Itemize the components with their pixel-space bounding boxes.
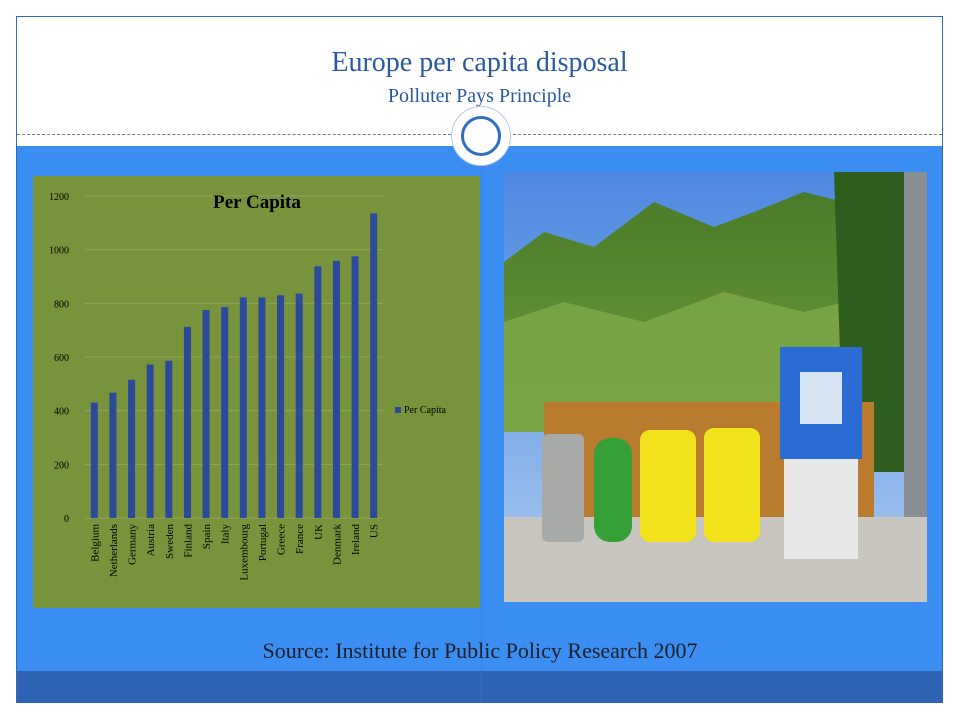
yellow-container xyxy=(640,430,696,542)
footer-bar xyxy=(17,671,942,703)
x-tick-label: Portugal xyxy=(257,524,269,561)
yellow-container xyxy=(704,428,760,542)
x-tick-label: Finland xyxy=(182,524,194,558)
bar xyxy=(221,307,229,518)
x-tick-label: Italy xyxy=(220,524,232,545)
y-tick-label: 600 xyxy=(54,353,69,364)
bar xyxy=(128,379,136,518)
x-tick-label: Austria xyxy=(145,524,157,557)
source-caption: Source: Institute for Public Policy Rese… xyxy=(262,638,698,663)
green-container xyxy=(594,438,632,542)
x-tick-label: Greece xyxy=(276,524,288,555)
photo-illustration xyxy=(504,172,927,602)
gray-container xyxy=(542,434,584,542)
circle-ornament xyxy=(452,107,510,165)
y-axis-ticks: 0 200 400 600 800 1000 1200 xyxy=(49,192,69,525)
x-tick-label: Netherlands xyxy=(108,524,120,577)
bar xyxy=(351,256,359,518)
bar xyxy=(109,392,117,518)
slide-subtitle: Polluter Pays Principle xyxy=(387,85,572,107)
x-tick-label: Luxembourg xyxy=(238,524,250,581)
bar xyxy=(239,297,247,518)
bar xyxy=(165,360,173,518)
machine-base xyxy=(784,459,858,559)
x-tick-label: Belgium xyxy=(89,524,101,562)
bar-chart: 0 200 400 600 800 1000 1200 Belgium Netherlands… xyxy=(33,176,480,608)
chart-title: Per Capita xyxy=(213,192,301,213)
machine-window xyxy=(800,372,842,424)
bar xyxy=(295,293,303,518)
x-tick-label: UK xyxy=(313,524,325,540)
bar xyxy=(183,326,191,518)
bar xyxy=(370,213,378,519)
chart-container: 0 200 400 600 800 1000 1200 Belgium Netherlands… xyxy=(33,176,480,608)
bar xyxy=(314,266,322,518)
chart-background xyxy=(33,176,480,608)
x-tick-label: Denmark xyxy=(331,524,343,565)
legend-label: Per Capita xyxy=(404,405,446,416)
x-tick-label: Spain xyxy=(201,524,213,550)
x-tick-label: Sweden xyxy=(164,524,176,559)
bars xyxy=(90,213,378,519)
y-tick-label: 400 xyxy=(54,407,69,418)
recycling-photo xyxy=(504,172,927,602)
bar xyxy=(90,402,98,518)
x-tick-label: France xyxy=(294,524,306,554)
building-wall xyxy=(904,172,927,552)
y-tick-label: 200 xyxy=(54,460,69,471)
y-tick-label: 1200 xyxy=(49,192,69,203)
x-tick-label: Ireland xyxy=(350,524,362,556)
bar xyxy=(277,295,285,518)
bar xyxy=(146,364,154,518)
y-tick-label: 0 xyxy=(64,514,69,525)
y-tick-label: 800 xyxy=(54,299,69,310)
bar xyxy=(202,310,210,518)
circle-ornament-inner xyxy=(461,116,501,156)
center-guide-line xyxy=(481,146,482,703)
slide-title: Europe per capita disposal xyxy=(331,47,628,78)
bar xyxy=(332,260,340,518)
y-tick-label: 1000 xyxy=(49,246,69,257)
x-tick-label: US xyxy=(369,524,381,538)
bar xyxy=(258,297,266,518)
x-tick-label: Germany xyxy=(127,524,139,565)
legend-swatch xyxy=(395,407,401,413)
x-axis-ticks: Belgium Netherlands Germany Austria Sweden Fi… xyxy=(89,524,380,581)
